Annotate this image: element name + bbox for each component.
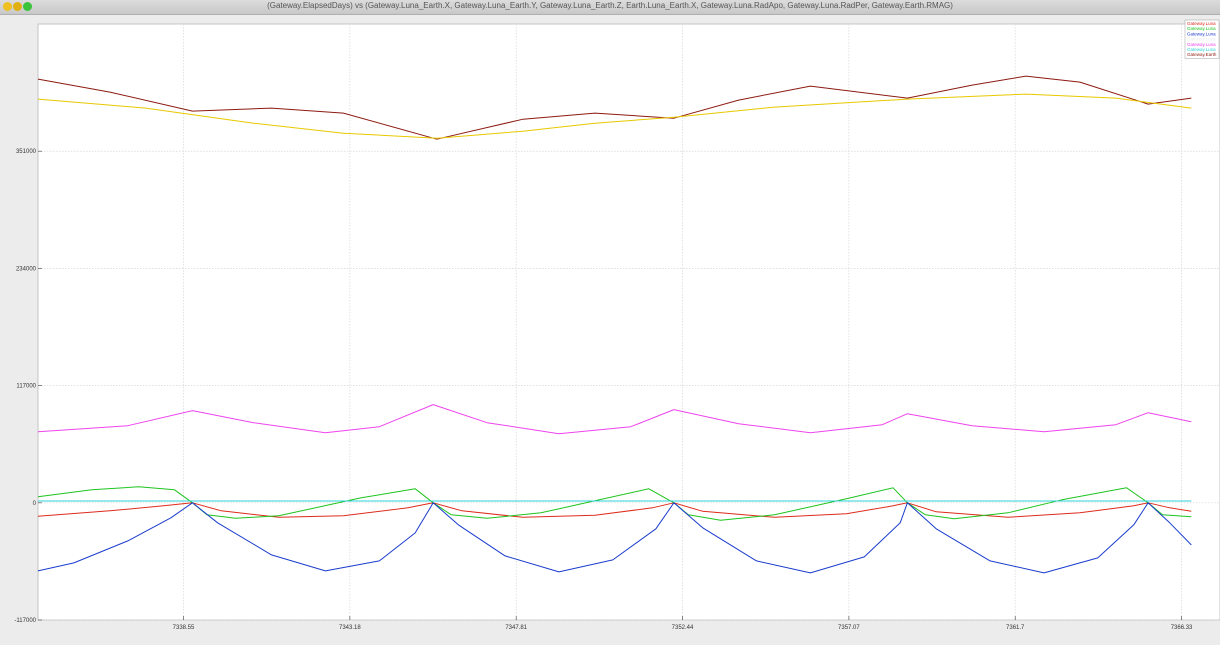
y-tick-label: 0	[33, 501, 37, 507]
x-tick-label: 7352.44	[672, 625, 694, 631]
y-axis-ticks: -117000 0 117000 234000 351000	[14, 149, 42, 624]
legend-entry: Gateway.Luna	[1187, 21, 1216, 26]
x-tick-label: 7343.18	[339, 625, 361, 631]
legend: Gateway.LunaGateway.LunaGateway.LunaGate…	[1184, 19, 1220, 59]
series-line-7	[37, 75, 1192, 140]
legend-entry: Gateway.Luna	[1187, 31, 1216, 36]
x-tick-label: 7361.7	[1006, 625, 1025, 631]
window-title: (Gateway.ElapsedDays) vs (Gateway.Luna_E…	[267, 1, 953, 10]
minimize-window-icon[interactable]	[13, 2, 22, 11]
y-tick-label: 234000	[16, 266, 37, 272]
legend-entry: Gateway.Luna	[1187, 26, 1216, 31]
plot-area	[37, 23, 1220, 621]
grid-lines	[38, 24, 1220, 621]
close-window-icon[interactable]	[3, 2, 12, 11]
legend-entry: Gateway.Luna	[1187, 47, 1216, 52]
x-tick-label: 7357.07	[838, 625, 860, 631]
series-lines	[37, 75, 1192, 574]
legend-entry: Gateway.Luna	[1187, 42, 1216, 47]
x-axis-ticks: 7338.55 7343.18 7347.81 7352.44 7357.07 7361.…	[173, 616, 1193, 631]
legend-entry: Gateway.Earth	[1187, 52, 1217, 57]
window-titlebar: (Gateway.ElapsedDays) vs (Gateway.Luna_E…	[0, 0, 1220, 15]
line-chart: 7338.55 7343.18 7347.81 7352.44 7357.07 7361.…	[14, 19, 1220, 631]
series-line-8	[37, 93, 1192, 139]
x-tick-label: 7347.81	[505, 625, 527, 631]
series-line-3	[37, 502, 1192, 574]
y-tick-label: 117000	[16, 384, 36, 390]
series-line-5	[37, 404, 1192, 435]
series-line-1	[37, 502, 1192, 518]
x-tick-label: 7366.33	[1171, 625, 1193, 631]
legend-box	[1184, 19, 1220, 59]
zoom-window-icon[interactable]	[23, 2, 32, 11]
legend-entry: Gateway.Luna	[1187, 37, 1216, 42]
y-tick-label: 351000	[16, 149, 37, 155]
y-tick-label: -117000	[14, 618, 36, 624]
x-tick-label: 7338.55	[173, 625, 195, 631]
